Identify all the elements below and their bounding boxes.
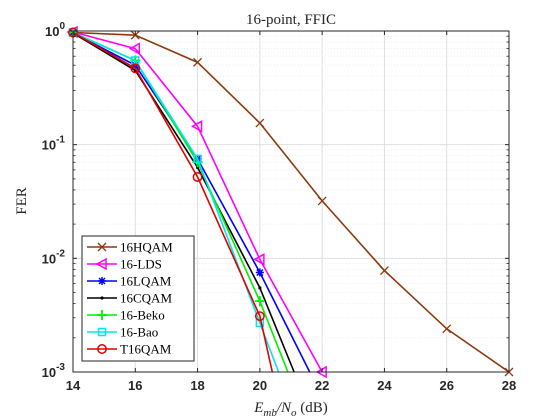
series-line-16-lds <box>72 31 323 373</box>
triangle-marker <box>128 42 141 55</box>
y-tick-label: 10-2 <box>42 248 66 266</box>
x-tick-label: 22 <box>315 378 329 393</box>
x-marker <box>130 30 140 40</box>
x-axis-label: Emb/No (dB) <box>253 400 328 419</box>
triangle-marker <box>95 257 107 271</box>
y-tick-label: 10-1 <box>42 135 66 153</box>
triangle-marker <box>191 120 203 133</box>
x-tick-label: 18 <box>190 378 204 393</box>
legend-label: 16-Bao <box>120 325 158 340</box>
x-tick-label: 14 <box>66 378 81 393</box>
x-tick-label: 24 <box>377 378 392 393</box>
y-tick-label: 100 <box>45 21 65 39</box>
x-marker <box>317 196 327 206</box>
legend-label: 16HQAM <box>120 240 173 255</box>
legend-label: 16CQAM <box>120 291 172 306</box>
x-marker <box>442 324 452 334</box>
legend-item-16hqam: 16HQAM <box>87 240 173 255</box>
y-tick-label: 10-3 <box>42 362 66 380</box>
series-line-16hqam <box>72 31 510 373</box>
x-marker <box>255 118 265 128</box>
plus-marker <box>97 310 107 320</box>
series-t16qam <box>68 27 274 373</box>
square-marker <box>193 154 202 164</box>
series-16hqam <box>68 28 514 377</box>
dot-marker <box>258 286 262 290</box>
legend-label: 16-LDS <box>120 257 162 272</box>
legend-label: 16LQAM <box>120 274 172 289</box>
circle-marker <box>192 171 203 182</box>
legend-item-16lqam: 16LQAM <box>87 274 172 289</box>
circle-marker <box>130 63 141 74</box>
series-line-t16qam <box>72 31 274 373</box>
legend-item-16-bao: 16-Bao <box>87 325 158 340</box>
legend: 16HQAM 16-LDS 16LQAM 16CQAM 16-Beko 16-Bao T16… <box>81 235 195 362</box>
legend-label: T16QAM <box>120 342 172 357</box>
x-marker <box>193 57 203 67</box>
plot-frame <box>72 30 510 373</box>
x-tick-label: 28 <box>502 378 516 393</box>
square-marker <box>97 327 107 337</box>
x-marker <box>97 242 107 252</box>
series-layer <box>66 25 514 379</box>
x-tick-label: 20 <box>253 378 267 393</box>
legend-label: 16-Beko <box>120 308 165 323</box>
series-line-16-bao <box>72 31 280 373</box>
x-marker <box>379 266 389 276</box>
dot-marker <box>100 296 104 300</box>
axes: 14 16 18 20 22 24 26 28 10-3 10-2 10-1 100 <box>42 21 517 393</box>
triangle-marker <box>253 253 265 266</box>
legend-item-t16qam: T16QAM <box>87 342 172 357</box>
legend-item-16cqam: 16CQAM <box>87 291 172 306</box>
asterisk-marker <box>98 277 106 285</box>
x-tick-label: 26 <box>439 378 453 393</box>
y-axis-label: FER <box>14 187 30 215</box>
x-tick-label: 16 <box>128 378 142 393</box>
plus-marker <box>254 296 265 307</box>
legend-item-16-beko: 16-Beko <box>87 308 165 323</box>
circle-marker <box>254 311 265 322</box>
legend-item-16-lds: 16-LDS <box>87 257 162 272</box>
chart-title: 16-point, FFIC <box>246 12 336 28</box>
circle-marker <box>97 344 107 354</box>
asterisk-marker <box>255 268 264 277</box>
